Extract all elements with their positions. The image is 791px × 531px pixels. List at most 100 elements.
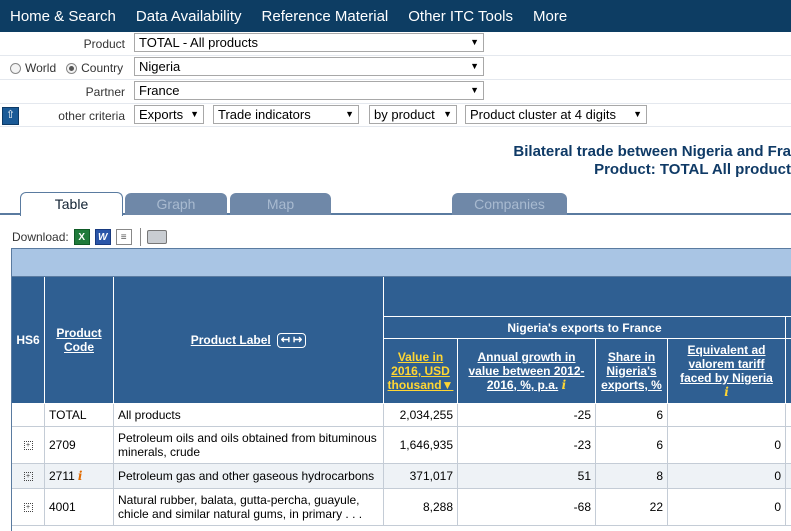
row-value: 8,288 [384, 489, 458, 525]
tab-table[interactable]: Table [20, 192, 123, 216]
report-title: Bilateral trade between Nigeria and Fra [513, 143, 791, 160]
header-group: Nigeria's exports to France [384, 317, 786, 339]
nav-reference-material[interactable]: Reference Material [261, 7, 389, 25]
header-share[interactable]: Share in Nigeria's exports, % [596, 339, 668, 404]
table-row: + 4001 Natural rubber, balata, gutta-per… [12, 489, 791, 526]
header-next-col [786, 339, 791, 404]
collapse-criteria-button[interactable]: ⇧ [2, 107, 19, 125]
toolbar-divider [139, 228, 141, 246]
product-label: Product [83, 37, 125, 51]
info-icon[interactable]: i [724, 385, 729, 399]
sort-desc-icon: ▼ [441, 378, 454, 392]
header-product-label: Product Label ↤ ↦ [114, 277, 384, 404]
row-share: 8 [596, 464, 668, 488]
trade-flow-select[interactable]: Exports [134, 105, 204, 124]
table-row-total: TOTAL All products 2,034,255 -25 6 [12, 404, 791, 427]
row-tariff: 0 [668, 464, 786, 488]
header-product-code-label[interactable]: Product Code [56, 326, 102, 354]
results-table: HS6 Product Code Product Label ↤ ↦ Niger… [11, 248, 791, 531]
row-label: Petroleum oils and oils obtained from bi… [114, 427, 384, 463]
country-radio[interactable] [66, 62, 78, 74]
scope-radio-group: World Country [10, 61, 133, 75]
header-growth[interactable]: Annual growth in value between 2012-2016… [458, 339, 596, 404]
header-tariff-label[interactable]: Equivalent ad valorem tariff faced by Ni… [680, 343, 773, 399]
info-icon[interactable]: i [561, 378, 567, 392]
breakdown-select[interactable]: by product [369, 105, 457, 124]
info-icon[interactable]: i [77, 469, 83, 483]
row-expand-cell: + [12, 489, 45, 525]
row-growth: -68 [458, 489, 596, 525]
other-criteria-row: ⇧ other criteria Exports Trade indicator… [0, 104, 791, 127]
row-value: 1,646,935 [384, 427, 458, 463]
arrow-up-icon: ⇧ [5, 109, 16, 121]
expand-plus-icon[interactable]: + [23, 440, 33, 450]
header-product-label-text[interactable]: Product Label [190, 333, 271, 347]
row-label: Natural rubber, balata, gutta-percha, gu… [114, 489, 384, 525]
other-criteria-label: other criteria [58, 109, 125, 123]
partner-select[interactable]: France [134, 81, 484, 100]
download-toolbar: Download: X W ≡ [12, 228, 167, 246]
print-icon[interactable] [146, 230, 167, 244]
row-code: 2709 [45, 427, 114, 463]
partner-label: Partner [85, 85, 125, 99]
country-radio-label: Country [81, 61, 124, 75]
header-group-label: Nigeria's exports to France [507, 320, 662, 335]
header-share-label[interactable]: Share in Nigeria's exports, % [601, 350, 662, 392]
expand-plus-icon[interactable]: + [23, 471, 33, 481]
row-tariff: 0 [668, 427, 786, 463]
row-expand-cell: + [12, 427, 45, 463]
nav-data-availability[interactable]: Data Availability [135, 7, 242, 25]
top-navigation: Home & Search Data Availability Referenc… [0, 0, 791, 32]
country-select[interactable]: Nigeria [134, 57, 484, 76]
row-label: Petroleum gas and other gaseous hydrocar… [114, 464, 384, 488]
row-value: 2,034,255 [384, 404, 458, 426]
row-label: All products [114, 404, 384, 426]
expand-plus-icon[interactable]: + [23, 502, 33, 512]
header-group-edge [786, 317, 791, 339]
row-share: 22 [596, 489, 668, 525]
report-subtitle: Product: TOTAL All product [594, 161, 791, 178]
row-value: 371,017 [384, 464, 458, 488]
product-row: Product TOTAL - All products [0, 32, 791, 56]
header-hs6: HS6 [12, 277, 45, 404]
row-tariff: 0 [668, 489, 786, 525]
header-value-label[interactable]: Value in 2016, USD thousand▼ [387, 350, 454, 392]
row-growth: 51 [458, 464, 596, 488]
nav-home-search[interactable]: Home & Search [10, 7, 116, 25]
text-file-icon[interactable]: ≡ [115, 229, 132, 245]
row-growth: -23 [458, 427, 596, 463]
table-top-strip [12, 249, 791, 277]
row-expand-cell: + [12, 464, 45, 488]
row-share: 6 [596, 404, 668, 426]
product-cluster-select[interactable]: Product cluster at 4 digits [465, 105, 647, 124]
world-radio-label: World [25, 61, 57, 75]
country-row: World Country Nigeria [0, 56, 791, 80]
tab-companies[interactable]: Companies [452, 193, 567, 215]
header-growth-label[interactable]: Annual growth in value between 2012-2016… [468, 350, 585, 392]
row-code: 2711 [49, 469, 75, 483]
partner-row: Partner France [0, 80, 791, 104]
row-code: 4001 [45, 489, 114, 525]
header-group-spacer [384, 277, 791, 317]
tab-graph[interactable]: Graph [125, 193, 227, 215]
row-expand-cell [12, 404, 45, 426]
tabs-baseline [0, 213, 791, 215]
header-product-code[interactable]: Product Code [45, 277, 114, 404]
row-tariff [668, 404, 786, 426]
excel-icon[interactable]: X [73, 229, 90, 245]
header-hs6-label: HS6 [16, 333, 40, 347]
header-tariff[interactable]: Equivalent ad valorem tariff faced by Ni… [668, 339, 786, 404]
header-value[interactable]: Value in 2016, USD thousand▼ [384, 339, 458, 404]
row-code: TOTAL [45, 404, 114, 426]
indicator-select[interactable]: Trade indicators [213, 105, 359, 124]
product-select[interactable]: TOTAL - All products [134, 33, 484, 52]
download-label: Download: [12, 230, 69, 244]
nav-more[interactable]: More [533, 7, 568, 25]
row-share: 6 [596, 427, 668, 463]
word-icon[interactable]: W [94, 229, 111, 245]
expand-columns-icon[interactable]: ↤ ↦ [276, 332, 307, 348]
world-radio[interactable] [10, 62, 21, 74]
tab-map[interactable]: Map [230, 193, 331, 215]
nav-other-itc-tools[interactable]: Other ITC Tools [408, 7, 514, 25]
table-row: + 2711 i Petroleum gas and other gaseous… [12, 464, 791, 489]
